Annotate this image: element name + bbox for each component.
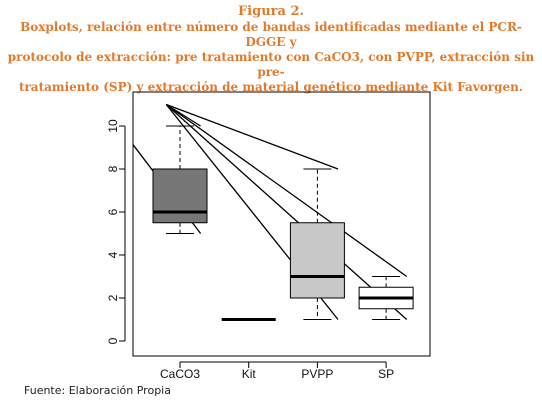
figure-caption-line-2: protocolo de extracción: pre tratamiento… (7, 50, 535, 79)
axes: 0 2 4 6 8 10 CaCO3 Kit PVPP SP (106, 91, 431, 381)
annotation-line-6 (165, 103, 408, 278)
figure-label: Figura 2. (237, 4, 305, 19)
x-tick-label-SP: SP (378, 367, 394, 381)
plot-frame (132, 91, 431, 357)
figure-caption-line-3: tratamiento (SP) y extracción de materia… (18, 80, 524, 94)
y-tick-label-8: 8 (106, 165, 120, 172)
annotation-line-5 (165, 104, 408, 320)
y-tick-label-10: 10 (106, 119, 120, 133)
source-note: Fuente: Elaboración Propia (24, 384, 171, 397)
x-tick-label-PVPP: PVPP (301, 367, 333, 381)
box-PVPP (289, 168, 345, 320)
x-tick-label-CaCO3: CaCO3 (160, 367, 200, 381)
boxes (152, 125, 414, 321)
y-tick-label-2: 2 (106, 294, 120, 301)
annotation-line-4 (166, 103, 339, 170)
y-tick-label-6: 6 (106, 208, 120, 215)
y-tick-label-4: 4 (106, 251, 120, 258)
box-SP (358, 276, 414, 320)
y-tick-label-0: 0 (106, 337, 120, 344)
iqr-box-PVPP (289, 222, 345, 299)
box-CaCO3 (152, 125, 208, 234)
figure-caption: Figura 2. Boxplots, relación entre númer… (0, 4, 542, 95)
x-tick-label-Kit: Kit (242, 367, 257, 381)
figure-caption-line-1: Boxplots, relación entre número de banda… (20, 20, 522, 49)
iqr-box-CaCO3 (152, 168, 208, 224)
